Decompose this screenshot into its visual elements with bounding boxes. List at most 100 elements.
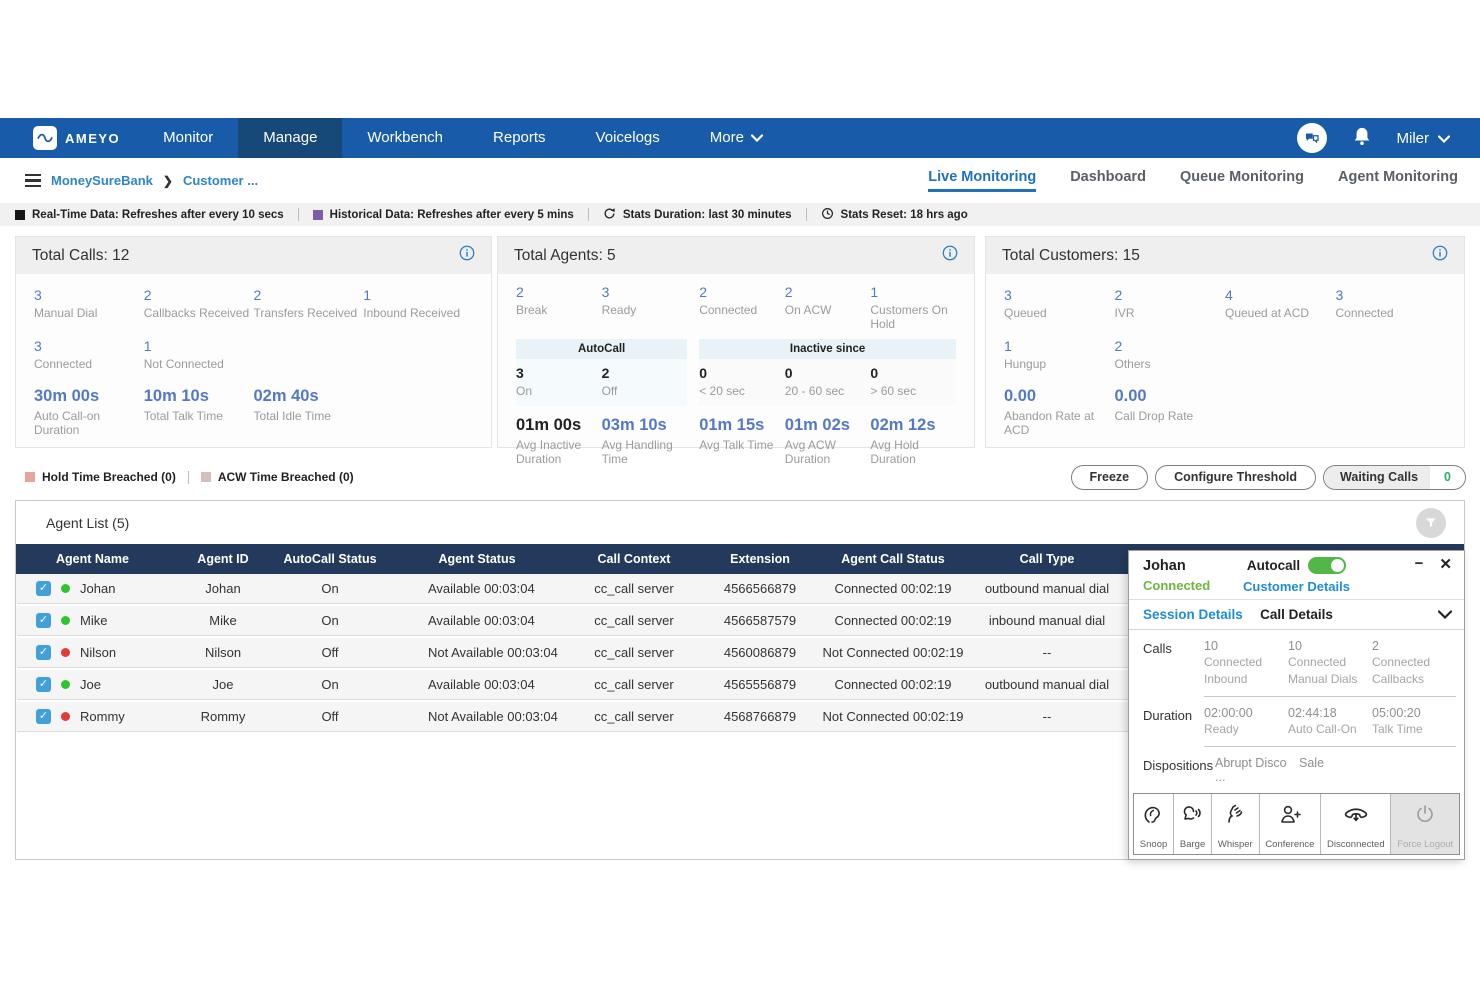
panel-action-toolbar: Snoop Barge Whisper Conference Disconnec… <box>1133 793 1460 855</box>
chat-icon[interactable] <box>1296 123 1327 153</box>
nav-item-more[interactable]: More <box>685 118 788 158</box>
nav-item-voicelogs[interactable]: Voicelogs <box>595 129 660 146</box>
legend-realtime-label: Real-Time Data: Refreshes after every 10… <box>32 208 284 221</box>
barge-button[interactable]: Barge <box>1174 794 1213 854</box>
cell-agent-status: Available 00:03:04 <box>428 581 535 596</box>
panel-agent-name: Johan <box>1143 558 1186 574</box>
bell-icon[interactable] <box>1353 126 1371 151</box>
nav-item-workbench[interactable]: Workbench <box>367 129 444 146</box>
power-icon <box>1417 805 1433 822</box>
col-autocall-status[interactable]: AutoCall Status <box>283 552 377 566</box>
duration-cell: 02:44:18 Auto Call-On <box>1288 706 1357 736</box>
autocall-toggle[interactable] <box>1308 557 1347 574</box>
info-icon[interactable] <box>1432 245 1448 266</box>
info-icon[interactable] <box>459 245 475 266</box>
col-agent-call-status[interactable]: Agent Call Status <box>841 552 945 566</box>
metric-customers-on-hold: 1 Customers On Hold <box>870 284 948 331</box>
metric-avg-inactive-duration: 01m 00s Avg Inactive Duration <box>516 416 582 466</box>
tab-dashboard[interactable]: Dashboard <box>1070 169 1146 185</box>
customer-details-link[interactable]: Customer Details <box>1243 579 1350 594</box>
nav-item-monitor[interactable]: Monitor <box>163 129 214 146</box>
force-logout-button[interactable]: Force Logout <box>1391 794 1460 854</box>
metric-autocall-off: 2 Off <box>601 365 618 398</box>
user-menu[interactable]: Miler <box>1397 130 1451 147</box>
configure-threshold-button[interactable]: Configure Threshold <box>1155 464 1317 490</box>
user-name: Miler <box>1396 129 1430 147</box>
metric-autocall-on: 3 On <box>516 365 533 398</box>
stats-legend-bar: Real-Time Data: Refreshes after every 10… <box>0 203 1480 226</box>
info-icon[interactable] <box>942 245 958 266</box>
total-customers-card: Total Customers: 15 3 Queued 2 IVR 4 Queued… <box>985 236 1465 448</box>
whisper-button[interactable]: Whisper <box>1212 794 1260 854</box>
breach-legend: Hold Time Breached (0) ACW Time Breached… <box>0 470 354 484</box>
ear-icon <box>1144 806 1160 823</box>
snoop-button[interactable]: Snoop <box>1134 794 1175 854</box>
cell-autocall: On <box>321 677 339 692</box>
row-checkbox[interactable] <box>36 645 51 660</box>
disposition-cell: Sale <box>1299 756 1325 770</box>
hold-breach-swatch-icon <box>25 472 35 482</box>
metric-calls-connected: 3 Connected <box>34 338 93 371</box>
chevron-down-icon[interactable] <box>1437 606 1453 624</box>
filter-funnel-icon <box>1426 517 1436 527</box>
calls-cell: 10 Connected Manual Dials <box>1288 639 1358 686</box>
table-row[interactable]: Johan Johan On Available 00:03:04 cc_cal… <box>16 574 1464 603</box>
acw-breach-label: ACW Time Breached (0) <box>217 470 354 484</box>
phone-down-icon <box>1344 808 1368 822</box>
col-agent-status[interactable]: Agent Status <box>438 552 516 566</box>
tab-live-monitoring[interactable]: Live Monitoring <box>928 169 1036 192</box>
tab-agent-monitoring[interactable]: Agent Monitoring <box>1337 169 1458 185</box>
ameyo-logo-icon <box>33 126 57 150</box>
metric-callbacks-received: 2 Callbacks Received <box>143 287 250 320</box>
disconnected-button[interactable]: Disconnected <box>1321 794 1392 854</box>
row-checkbox[interactable] <box>36 677 51 692</box>
top-navbar: AMEYO Monitor Manage Workbench Reports V… <box>0 118 1480 158</box>
cell-agent-status: Not Available 00:03:04 <box>428 645 558 660</box>
metric-ivr: 2 IVR <box>1114 287 1135 320</box>
breadcrumb-root[interactable]: MoneySureBank <box>51 173 153 188</box>
row-checkbox[interactable] <box>36 613 51 628</box>
cell-call-context: cc_call server <box>594 709 674 724</box>
metric-hungup: 1 Hungup <box>1004 338 1047 371</box>
freeze-button[interactable]: Freeze <box>1070 464 1149 490</box>
metric-inactive-gt60: 0 > 60 sec <box>870 365 917 398</box>
col-extension[interactable]: Extension <box>730 552 790 566</box>
row-checkbox[interactable] <box>36 709 51 724</box>
conference-button[interactable]: Conference <box>1260 794 1322 854</box>
waiting-calls-count: 0 <box>1444 470 1451 484</box>
breadcrumb-current[interactable]: Customer ... <box>182 173 259 188</box>
tab-queue-monitoring[interactable]: Queue Monitoring <box>1179 169 1304 185</box>
cell-call-status: Connected 00:02:19 <box>834 677 952 692</box>
metric-avg-acw-duration: 01m 02s Avg ACW Duration <box>784 416 850 466</box>
metric-customers-connected: 3 Connected <box>1335 287 1394 320</box>
cell-call-status: Connected 00:02:19 <box>834 581 952 596</box>
metric-calls-not-connected: 1 Not Connected <box>143 338 224 371</box>
col-call-context[interactable]: Call Context <box>597 552 671 566</box>
cell-autocall: Off <box>321 709 339 724</box>
col-agent-id[interactable]: Agent ID <box>197 552 249 566</box>
status-dot <box>61 648 70 657</box>
total-agents-card: Total Agents: 5 2 Break 3 Ready 2 Connected… <box>497 236 975 466</box>
metric-manual-dial: 3 Manual Dial <box>34 287 98 320</box>
cell-agent-status: Available 00:03:04 <box>428 677 535 692</box>
tab-session-details[interactable]: Session Details <box>1143 607 1243 622</box>
brand-name: AMEYO <box>65 130 121 146</box>
more-label: More <box>709 129 744 146</box>
legend-stats-reset-label: Stats Reset: 18 hrs ago <box>840 208 968 221</box>
minimize-icon[interactable]: − <box>1414 555 1424 572</box>
tab-call-details[interactable]: Call Details <box>1260 607 1333 622</box>
agent-list-title: Agent List (5) <box>46 514 130 531</box>
nav-item-reports[interactable]: Reports <box>493 129 546 146</box>
filter-button[interactable] <box>1416 507 1446 538</box>
brand[interactable]: AMEYO <box>0 126 138 150</box>
col-agent-name[interactable]: Agent Name <box>56 552 129 566</box>
row-checkbox[interactable] <box>36 581 51 596</box>
close-icon[interactable]: ✕ <box>1439 556 1452 573</box>
waiting-calls-button[interactable]: Waiting Calls 0 <box>1323 464 1466 490</box>
metric-abandon-rate: 0.00 Abandon Rate at ACD <box>1004 387 1095 437</box>
cell-call-type: -- <box>1042 709 1052 724</box>
hamburger-icon[interactable] <box>25 173 41 188</box>
nav-item-manage[interactable]: Manage <box>238 118 343 158</box>
total-calls-title: Total Calls: 12 <box>32 246 130 264</box>
col-call-type[interactable]: Call Type <box>1019 552 1075 566</box>
